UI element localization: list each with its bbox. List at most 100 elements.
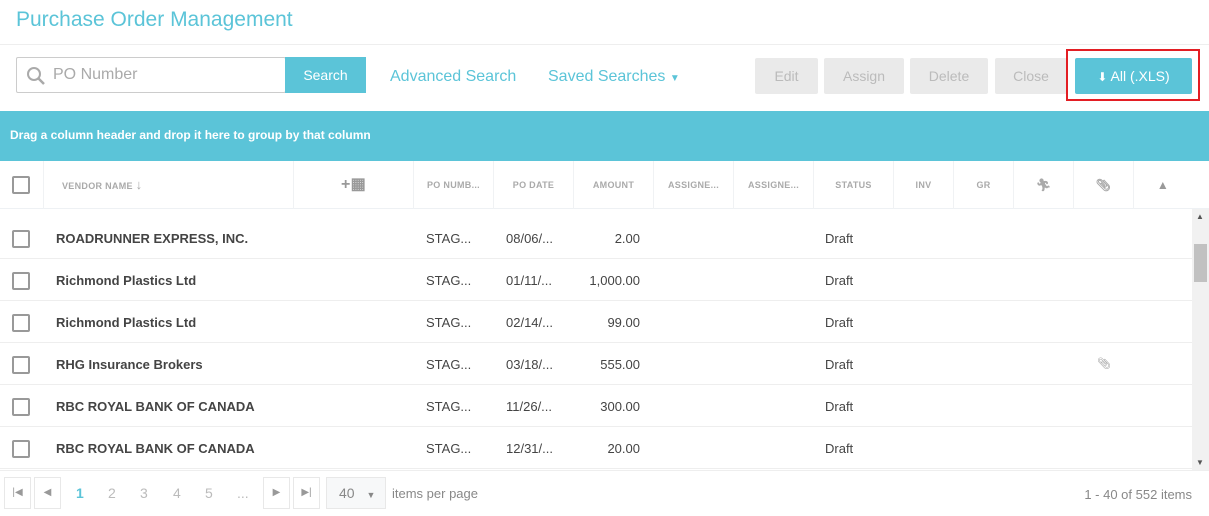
column-assignee-1[interactable]: ASSIGNE... [654,161,734,209]
download-icon: ⬇ [1097,70,1108,84]
po-number: STAG... [426,315,472,330]
po-date: 12/31/... [506,441,553,456]
page-4[interactable]: 4 [173,485,181,501]
row-checkbox[interactable] [12,272,30,290]
building-icon: ▦ [350,176,367,193]
divider [0,44,1209,45]
saved-searches-dropdown[interactable]: Saved Searches ▼ [548,68,680,86]
group-by-drop-zone[interactable]: Drag a column header and drop it here to… [0,111,1209,161]
page-more[interactable]: ... [237,485,249,501]
highlight-box [1066,49,1200,101]
export-all-xls-button[interactable]: ⬇ All (.XLS) [1075,58,1192,94]
table-row[interactable]: ROADRUNNER EXPRESS, INC. STAG... 08/06/.… [0,217,1192,259]
page-2[interactable]: 2 [108,485,116,501]
row-checkbox[interactable] [12,440,30,458]
page-5[interactable]: 5 [205,485,213,501]
column-inv[interactable]: INV [894,161,954,209]
vendor-name: Richmond Plastics Ltd [56,273,197,288]
next-page-button[interactable]: ▶ [263,477,290,509]
row-checkbox[interactable] [12,314,30,332]
column-gr[interactable]: GR [954,161,1014,209]
status: Draft [825,231,854,246]
saved-searches-label: Saved Searches [548,68,666,85]
select-all-checkbox[interactable] [12,176,30,194]
column-amount[interactable]: AMOUNT [574,161,654,209]
paperclip-icon[interactable]: 📎︎ [1097,358,1111,370]
po-date: 01/11/... [506,273,553,288]
po-date: 02/14/... [506,315,553,330]
vendor-name: RBC ROYAL BANK OF CANADA [56,441,255,456]
search-button[interactable]: Search [285,57,366,93]
pager-summary: 1 - 40 of 552 items [1084,487,1192,502]
plus-icon: + [340,176,351,193]
row-checkbox[interactable] [12,356,30,374]
page-1[interactable]: 1 [76,485,84,501]
table-row[interactable]: RBC ROYAL BANK OF CANADA STAG... 12/31/.… [0,427,1192,469]
prev-page-button[interactable]: ◀ [34,477,61,509]
status: Draft [825,273,854,288]
items-per-page-label: items per page [392,486,478,501]
status: Draft [825,315,854,330]
page-title: Purchase Order Management [16,8,293,31]
table-row[interactable]: RHG Insurance Brokers STAG... 03/18/... … [0,343,1192,385]
table-row[interactable]: Richmond Plastics Ltd STAG... 01/11/... … [0,259,1192,301]
row-checkbox[interactable] [12,398,30,416]
status: Draft [825,399,854,414]
edit-button[interactable]: Edit [755,58,818,94]
amount: 555.00 [600,357,640,372]
advanced-search-link[interactable]: Advanced Search [390,68,517,85]
grid-header: VENDOR NAME ↓ +▦ PO NUMB... PO DATE AMOU… [0,161,1209,209]
amount: 20.00 [607,441,640,456]
vendor-name: RHG Insurance Brokers [56,357,203,372]
status: Draft [825,357,854,372]
pager: |◀ ◀ 1 2 3 4 5 ... ▶ ▶| 40 ▼ items per p… [0,470,1209,516]
search-placeholder: PO Number [53,66,138,83]
vendor-header-label: VENDOR NAME [62,181,133,191]
amount: 1,000.00 [589,273,640,288]
paperclip-icon[interactable]: 📎︎ [1074,161,1134,209]
po-number: STAG... [426,399,472,414]
amount: 300.00 [600,399,640,414]
po-date: 08/06/... [506,231,553,246]
caret-down-icon: ▼ [366,490,376,500]
first-page-button[interactable]: |◀ [4,477,31,509]
column-assignee-2[interactable]: ASSIGNE... [734,161,814,209]
export-label: All (.XLS) [1110,68,1170,84]
scroll-down-icon[interactable]: ▼ [1196,458,1204,467]
amount: 99.00 [607,315,640,330]
scroll-up-icon[interactable]: ▲ [1196,212,1204,221]
page-size-select[interactable]: 40 ▼ [326,477,386,509]
close-button[interactable]: Close [995,58,1067,94]
scrollbar-thumb[interactable] [1194,244,1207,282]
page-3[interactable]: 3 [140,485,148,501]
sort-down-icon: ↓ [135,177,143,192]
page-size-value: 40 [339,485,355,501]
po-date: 11/26/... [506,399,553,414]
column-vendor-name[interactable]: VENDOR NAME ↓ [44,161,294,209]
search-icon [27,67,45,85]
amount: 2.00 [614,231,640,246]
po-number: STAG... [426,273,472,288]
status: Draft [825,441,854,456]
table-row[interactable]: Richmond Plastics Ltd STAG... 02/14/... … [0,301,1192,343]
column-po-date[interactable]: PO DATE [494,161,574,209]
delete-button[interactable]: Delete [910,58,988,94]
last-page-button[interactable]: ▶| [293,477,320,509]
vendor-name: Richmond Plastics Ltd [56,315,197,330]
po-number-search-input[interactable]: PO Number [16,57,286,93]
po-number: STAG... [426,231,472,246]
runner-icon[interactable]: 🏃︎ [1014,161,1074,209]
column-status[interactable]: STATUS [814,161,894,209]
po-number: STAG... [426,441,472,456]
warning-icon[interactable]: ▲ [1156,178,1170,192]
add-group-column[interactable]: +▦ [294,161,414,209]
po-date: 03/18/... [506,357,553,372]
vendor-name: ROADRUNNER EXPRESS, INC. [56,231,249,246]
row-checkbox[interactable] [12,230,30,248]
po-number: STAG... [426,357,472,372]
table-row[interactable]: RBC ROYAL BANK OF CANADA STAG... 11/26/.… [0,385,1192,427]
select-all-cell [0,161,44,209]
assign-button[interactable]: Assign [824,58,904,94]
column-po-number[interactable]: PO NUMB... [414,161,494,209]
caret-down-icon: ▼ [669,73,680,84]
